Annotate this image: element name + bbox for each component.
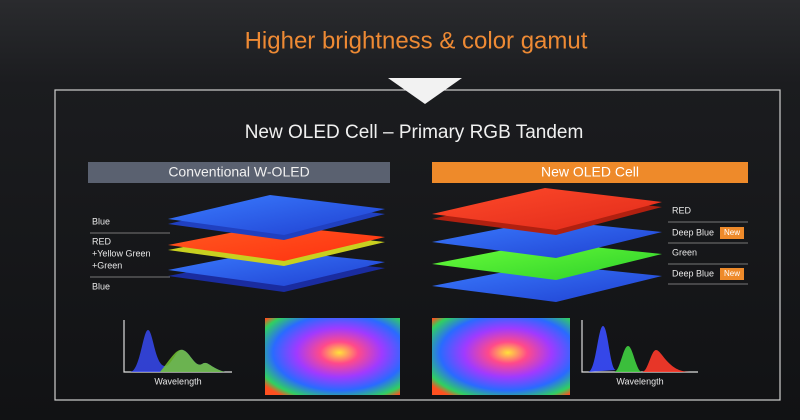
- layer-label: RED: [672, 205, 692, 215]
- spectrum: Wavelength: [123, 320, 232, 386]
- layer-label: +Green: [92, 260, 122, 270]
- layer: [432, 188, 662, 230]
- layer: [168, 250, 385, 286]
- header-title: Higher brightness & color gamut: [245, 27, 588, 54]
- layer-label: Deep Blue: [672, 268, 714, 278]
- layer-label: +Yellow Green: [92, 248, 150, 258]
- layer: [432, 220, 662, 258]
- badge: [720, 268, 744, 280]
- layer: [432, 264, 662, 302]
- badge-text: New: [724, 269, 740, 278]
- layer-label: Blue: [92, 281, 110, 291]
- slide-title: New OLED Cell – Primary RGB Tandem: [245, 122, 584, 143]
- spectrum-curve: [642, 350, 690, 372]
- sample-image: [432, 318, 570, 395]
- panel-title: Conventional W-OLED: [168, 164, 309, 180]
- badge-text: New: [724, 228, 740, 237]
- badge: [720, 227, 744, 239]
- layer-label: Deep Blue: [672, 227, 714, 237]
- spectrum: Wavelength: [581, 320, 698, 386]
- layer: [168, 195, 385, 235]
- spectrum-curve: [130, 330, 225, 372]
- layer: [168, 225, 385, 261]
- axis-label: Wavelength: [616, 376, 663, 386]
- arrow: [388, 78, 462, 104]
- panel-title: New OLED Cell: [541, 164, 639, 180]
- layer-stack: [168, 195, 385, 292]
- layer-label: RED: [92, 236, 112, 246]
- layer-label: Green: [672, 247, 697, 257]
- spectrum-curve: [160, 349, 225, 372]
- panel-header: [88, 162, 390, 183]
- layer-label: Blue: [92, 216, 110, 226]
- spectrum-curve: [614, 346, 642, 372]
- panel-header: [432, 162, 748, 183]
- axis-label: Wavelength: [154, 376, 201, 386]
- spectrum-curve: [588, 326, 616, 372]
- layer-stack: [432, 188, 662, 302]
- layer: [432, 242, 662, 280]
- sample-image: [265, 318, 400, 395]
